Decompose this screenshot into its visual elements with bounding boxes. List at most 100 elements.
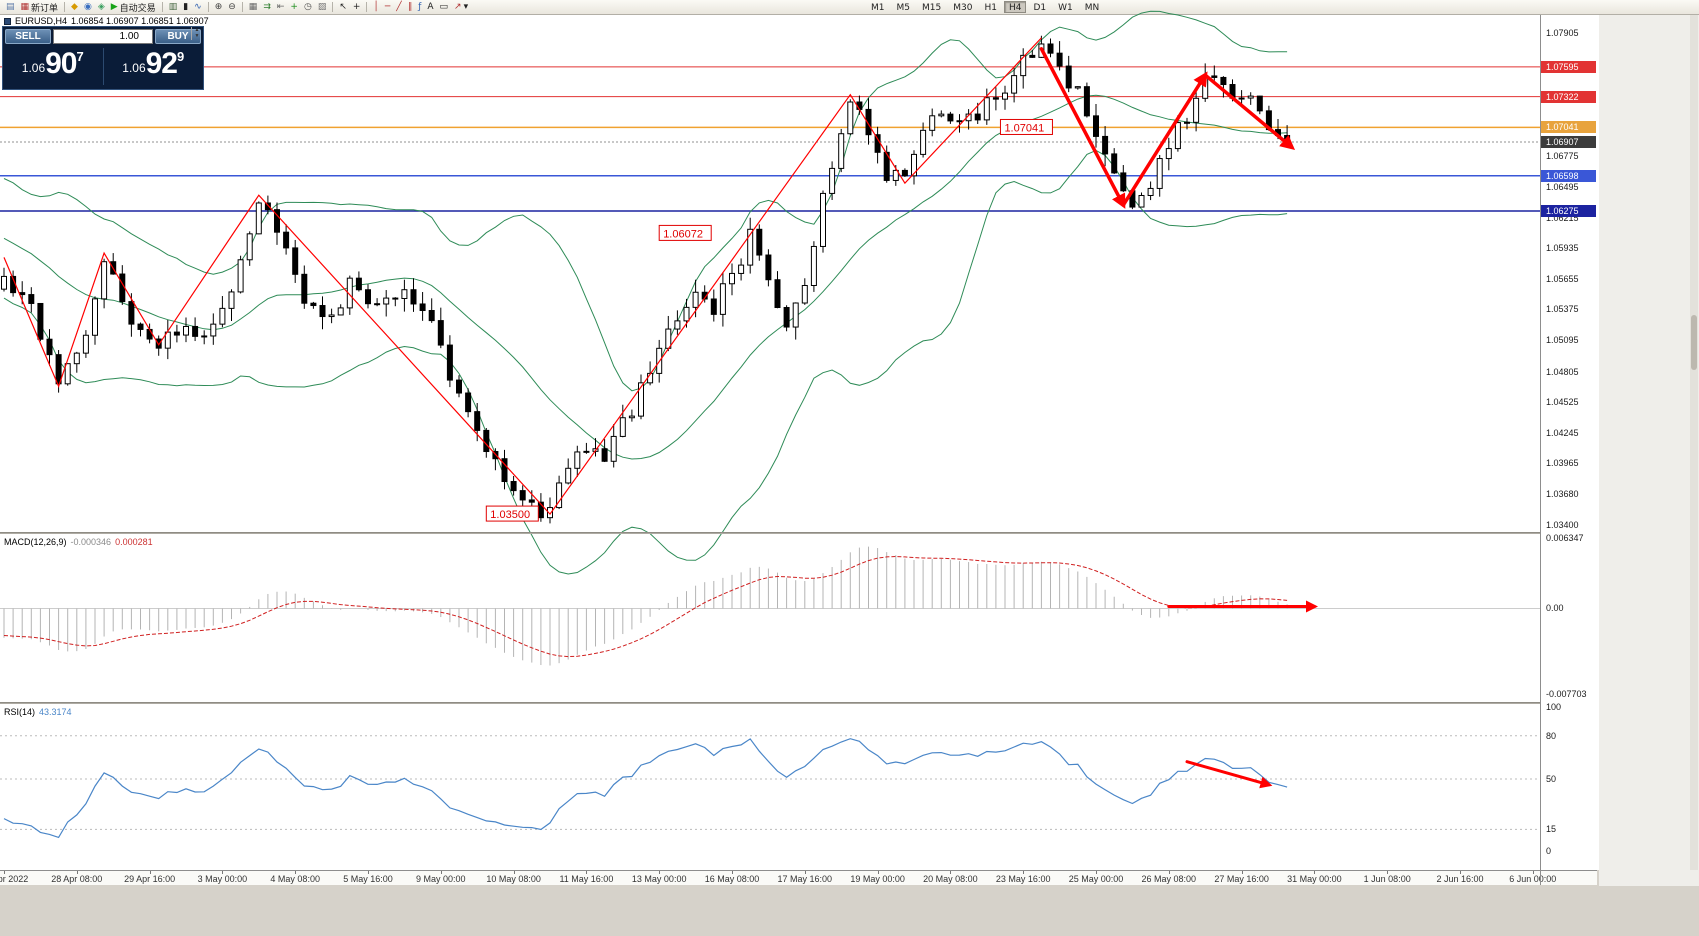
channel-icon: ∥ — [407, 1, 413, 12]
auto-scroll-button[interactable]: ⇉ — [260, 1, 274, 14]
timeframe-H1[interactable]: H1 — [984, 3, 997, 13]
candles — [1, 35, 1291, 524]
arrows-label: ▾ — [463, 2, 469, 12]
vertical-line-button[interactable]: │ — [370, 1, 381, 14]
svg-text:1.03500: 1.03500 — [490, 509, 530, 521]
arrows-button[interactable]: ↗ ▾ — [451, 1, 471, 14]
panel-separator[interactable] — [0, 702, 1597, 704]
time-label: 27 May 16:00 — [1214, 874, 1269, 884]
time-tick — [804, 871, 806, 874]
sell-button[interactable]: SELL — [5, 28, 51, 44]
timeframe-M30[interactable]: M30 — [953, 3, 973, 13]
timeframe-bar: M1 M5 M15 M30 H1 H4 D1 W1 MN — [865, 1, 1105, 13]
timeframe-M15[interactable]: M15 — [922, 3, 942, 13]
rsi-axis-value: 0 — [1546, 846, 1552, 856]
time-label: 20 May 08:00 — [923, 874, 978, 884]
time-tick — [1314, 871, 1316, 874]
vertical-scrollbar[interactable] — [1690, 15, 1698, 870]
time-label: 27 Apr 2022 — [0, 874, 29, 884]
bollinger-bands[interactable] — [3, 10, 1288, 575]
candlestick-button[interactable]: ▮ — [180, 1, 191, 14]
fibonacci-button[interactable]: ƒ — [415, 1, 424, 14]
data-window-button[interactable]: ◉ — [81, 1, 95, 14]
axis-boundary-line — [1540, 15, 1541, 885]
new-order-label: 新订单 — [31, 3, 59, 14]
rsi-panel[interactable] — [0, 704, 1541, 855]
text-icon: A — [427, 1, 434, 12]
zoom-in-button[interactable]: ⊕ — [212, 1, 226, 14]
horizontal-line-button[interactable]: ─ — [382, 1, 393, 14]
autotrading-button[interactable]: ▶ 自动交易 — [108, 1, 159, 14]
timeframe-M1[interactable]: M1 — [871, 3, 885, 13]
macd-panel[interactable] — [0, 534, 1541, 702]
autotrading-label: 自动交易 — [119, 3, 156, 14]
trendline-button[interactable]: ╱ — [393, 1, 404, 14]
new-order-button[interactable]: ▦ 新订单 — [18, 1, 62, 14]
market-watch-button[interactable]: ◆ — [68, 1, 81, 14]
navigator-button[interactable]: ◈ — [95, 1, 108, 14]
label-icon: ▭ — [439, 1, 449, 12]
time-tick — [1096, 871, 1097, 874]
rsi-axis-value: 100 — [1546, 702, 1562, 712]
templates-button[interactable]: ▨ — [315, 1, 330, 14]
tile-windows-button[interactable]: ▦ — [246, 1, 261, 14]
time-tick — [222, 871, 224, 874]
cursor-button[interactable]: ↖ — [336, 1, 350, 14]
crosshair-button[interactable]: + — [350, 1, 364, 14]
chart-shift-button[interactable]: ⇤ — [274, 1, 288, 14]
time-tick — [1168, 871, 1170, 874]
timeframe-H4[interactable]: H4 — [1003, 1, 1027, 13]
window-bottom-margin — [0, 886, 1699, 936]
panel-separator[interactable] — [0, 532, 1597, 534]
symbol-period: EURUSD,H4 — [15, 16, 68, 26]
price-text-labels[interactable]: 1.07041 1.06072 1.03500 — [485, 118, 1053, 522]
timeframe-MN[interactable]: MN — [1084, 3, 1100, 13]
timeframe-W1[interactable]: W1 — [1058, 3, 1073, 13]
time-tick — [659, 871, 661, 874]
line-chart-button[interactable]: ∿ — [191, 1, 205, 14]
volume-input[interactable]: 1.00 — [53, 28, 153, 44]
main-price-chart[interactable]: 1.07041 1.06072 1.03500 — [0, 10, 1541, 575]
macd-histogram — [3, 546, 1288, 666]
trend-arrows[interactable] — [1039, 47, 1296, 209]
time-axis[interactable]: 27 Apr 2022 28 Apr 08:00 29 Apr 16:00 3 May… — [0, 870, 1597, 885]
time-label: 1 Jun 08:00 — [1363, 874, 1411, 884]
rsi-axis-value: 50 — [1546, 774, 1557, 784]
chart-symbol-icon — [4, 17, 11, 25]
candlestick-icon: ▮ — [183, 1, 189, 12]
rsi-axis-value: 15 — [1546, 824, 1557, 835]
label-button[interactable]: ▭ — [437, 1, 452, 14]
channel-button[interactable]: ∥ — [405, 1, 416, 14]
scrollbar-thumb[interactable] — [1691, 315, 1697, 370]
volume-stepper[interactable]: ▲ ▼ — [191, 27, 202, 40]
zoom-out-button[interactable]: ⊖ — [225, 1, 239, 14]
price-tick: 1.07905 — [1546, 28, 1579, 38]
timeframe-M5[interactable]: M5 — [896, 3, 911, 13]
chart-window-button[interactable]: ▤ — [3, 1, 18, 14]
indicators-button[interactable]: + — [287, 1, 301, 14]
buy-price[interactable]: 1.06 92 9 — [122, 47, 185, 80]
price-tick: 1.06215 — [1546, 212, 1579, 223]
price-axis[interactable]: 1.07905 1.06775 1.06495 1.06215 1.05935 1.056… — [1541, 15, 1599, 870]
indicators-icon: + — [290, 1, 298, 12]
time-tick — [1023, 871, 1025, 874]
time-tick — [513, 871, 515, 874]
arrows-icon: ↗ — [454, 1, 462, 12]
periods-button[interactable]: ◷ — [301, 1, 315, 14]
sell-price[interactable]: 1.06 90 7 — [21, 47, 84, 80]
one-click-trading: SELL 1.00 ▲ ▼ BUY 1.06 90 7 1.06 92 9 — [2, 26, 204, 90]
buy-button[interactable]: BUY — [155, 28, 201, 44]
time-tick — [877, 871, 879, 874]
bar-chart-button[interactable]: ▥ — [166, 1, 181, 14]
price-tick: 1.05375 — [1546, 304, 1579, 315]
toolbar-separator — [366, 2, 368, 12]
horizontal-level-lines[interactable] — [0, 66, 1540, 212]
zigzag-line[interactable] — [3, 37, 1042, 516]
timeframe-D1[interactable]: D1 — [1033, 3, 1047, 13]
rsi-annotation-arrow[interactable] — [1185, 760, 1273, 789]
toolbar-separator — [241, 2, 243, 12]
rsi-line — [3, 738, 1288, 839]
time-tick — [440, 871, 442, 874]
rsi-label: RSI(14) 43.3174 — [4, 707, 72, 717]
text-button[interactable]: A — [424, 1, 436, 14]
